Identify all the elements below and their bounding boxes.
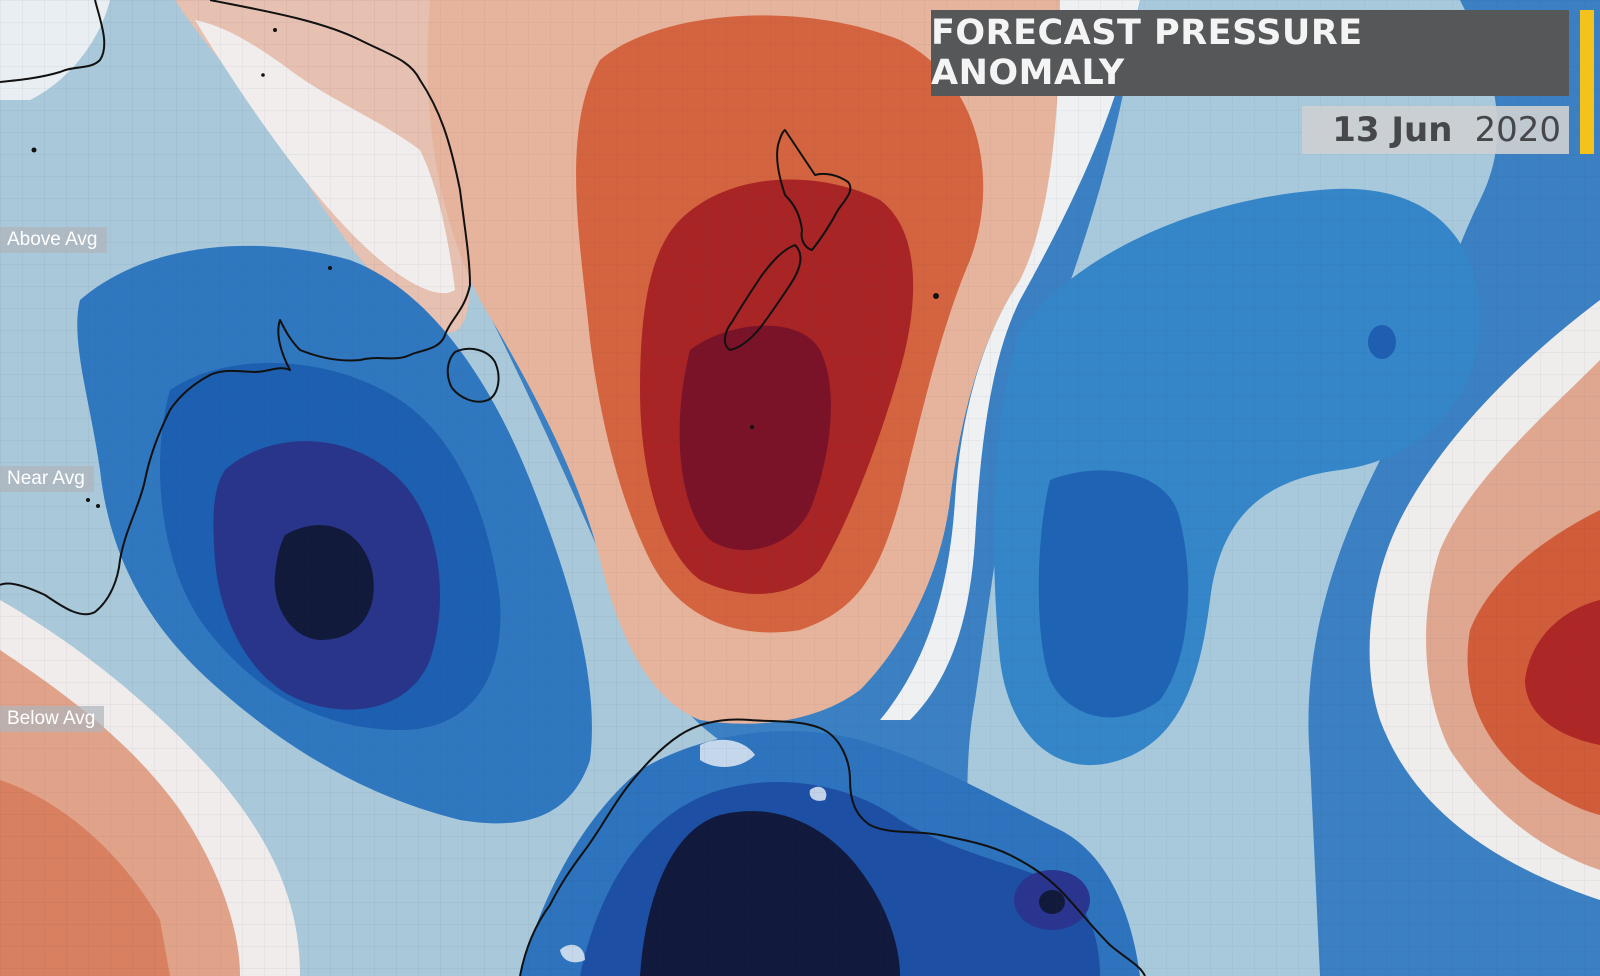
new-zealand-south-island — [724, 244, 802, 351]
map-title: FORECAST PRESSURE ANOMALY — [931, 13, 1363, 93]
forecast-date-day: 13 Jun — [1332, 110, 1453, 150]
tasmania-coastline — [446, 347, 500, 403]
forecast-date-badge: 13 Jun 2020 — [1302, 106, 1569, 154]
map-title-banner: FORECAST PRESSURE ANOMALY — [931, 10, 1569, 96]
new-zealand-north-island — [776, 129, 852, 251]
legend-label-above: Above Avg — [0, 227, 107, 253]
legend-label-near: Near Avg — [0, 466, 94, 492]
brand-accent-bar — [1580, 10, 1594, 154]
australia-coastline — [0, 0, 471, 616]
coastlines — [0, 0, 1146, 976]
antarctica-coastline — [519, 718, 1146, 976]
legend-label-below: Below Avg — [0, 706, 105, 732]
island-dots — [31, 28, 939, 508]
forecast-date-year: 2020 — [1474, 110, 1561, 150]
